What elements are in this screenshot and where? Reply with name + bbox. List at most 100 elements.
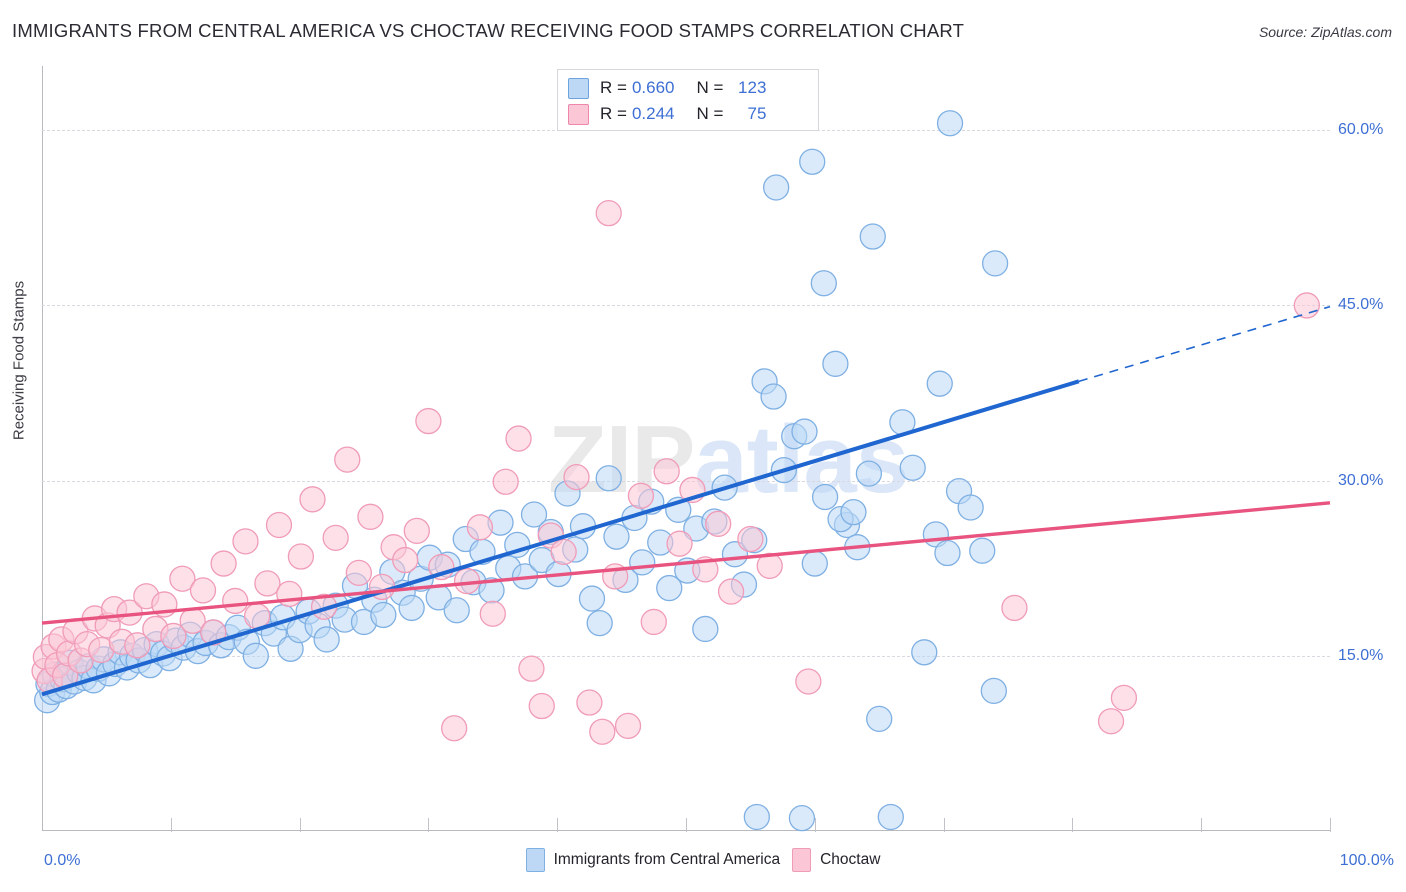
data-point [795,668,822,695]
data-point [242,642,269,669]
data-point [357,503,384,530]
data-point [911,639,938,666]
data-point [1110,684,1138,712]
data-point [392,546,419,574]
gridline [42,655,1330,657]
x-tick [1201,818,1203,832]
data-point [479,600,506,627]
x-tick [428,818,430,832]
data-point [855,460,883,487]
data-point [441,715,468,742]
data-point [160,622,187,650]
data-point [189,577,217,604]
data-point [811,483,839,511]
series-legend: Immigrants from Central America Choctaw [0,848,1406,872]
data-point [603,523,630,550]
data-point [589,718,616,745]
legend-n-label-blue: N = [696,78,724,97]
data-point [595,200,622,227]
data-point [276,580,303,608]
legend-r-value-blue: 0.660 [631,78,675,97]
data-point [124,632,151,659]
data-point [627,482,655,509]
data-point [334,446,361,473]
data-point [640,608,667,636]
y-axis-title: Receiving Food Stamps [10,280,28,441]
data-point [957,494,984,521]
trendline-extrapolated [1078,305,1331,383]
data-point [936,110,964,137]
data-point [840,499,867,526]
x-tick [170,818,172,832]
data-point [717,578,745,605]
data-point [980,677,1007,704]
data-point [563,463,590,491]
trendline [41,379,1080,697]
page-title: IMMIGRANTS FROM CENTRAL AMERICA VS CHOCT… [12,20,965,41]
data-point [899,454,926,481]
legend-n-label-pink: N = [696,104,724,123]
x-tick [1330,818,1331,832]
series-legend-item-choctaw[interactable]: Choctaw [792,848,880,872]
series-choctaw [31,200,1320,745]
series-swatch-pink [792,848,812,872]
data-point [169,565,196,592]
correlation-legend: R = 0.660 N = 123 R = 0.244 N = 75 [557,69,819,131]
x-tick [299,818,301,832]
data-point [656,574,683,602]
data-point [345,559,372,587]
data-point [210,550,237,577]
series-immigrants [34,110,1009,832]
series-swatch-blue [525,848,545,872]
data-point [810,270,837,297]
trendline [41,501,1331,625]
data-point [265,511,293,539]
legend-n-value-blue: 123 [738,78,767,97]
x-tick [1072,818,1074,832]
data-point [756,552,783,580]
data-point [1293,292,1320,319]
data-point [822,350,849,377]
data-point [287,543,315,570]
data-point [398,594,425,622]
legend-n-value-pink: 75 [747,104,767,123]
y-axis-tick-label: 15.0% [1338,646,1384,664]
data-point [934,539,961,567]
x-axis-min-label: 0.0% [44,852,81,869]
data-point [791,418,818,445]
data-point [926,370,953,397]
data-point [370,601,397,629]
data-point [743,803,770,831]
data-point [415,407,442,435]
data-point [403,517,430,544]
data-point [578,585,606,612]
series-label-immigrants: Immigrants from Central America [553,851,781,868]
data-point [550,538,577,566]
data-point [801,550,828,577]
plot-area [31,66,1331,832]
series-legend-item-immigrants[interactable]: Immigrants from Central America [525,848,781,872]
data-point [866,705,893,733]
x-tick [557,818,559,832]
data-point [799,148,826,175]
legend-row-choctaw: R = 0.244 N = 75 [568,101,808,127]
legend-swatch-blue [568,77,589,99]
y-axis-tick-label: 60.0% [1338,121,1384,139]
legend-r-label-pink: R = [600,104,627,123]
data-point [788,805,816,832]
x-tick [943,818,945,832]
x-tick [686,818,687,832]
gridline [42,305,1330,307]
data-point [313,626,340,653]
data-point [614,712,642,740]
data-point [586,609,613,637]
y-axis-tick-label: 45.0% [1338,296,1384,314]
data-point [760,383,787,410]
data-point [981,250,1009,277]
x-axis-max-label: 100.0% [1339,852,1394,869]
data-point [763,174,790,201]
data-point [705,510,732,537]
data-point [443,597,470,624]
source-label: Source: ZipAtlas.com [1258,24,1392,40]
